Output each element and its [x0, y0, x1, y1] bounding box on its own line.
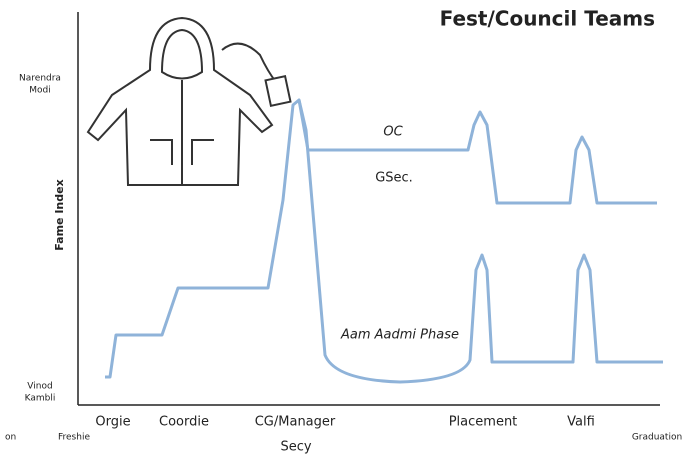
hoodie-icon: [86, 16, 292, 186]
y-bottom-label: Vinod: [27, 382, 52, 392]
fame-curves: [105, 98, 663, 384]
x-stage-label: Placement: [449, 415, 518, 430]
x-stage-label: Orgie: [95, 415, 130, 430]
y-axis-label: Fame Index: [53, 179, 66, 250]
x-stage-label: Valfi: [567, 415, 595, 430]
axes: [77, 12, 660, 406]
x-start-label: Freshie: [58, 433, 90, 443]
x-below-label: Secy: [280, 440, 311, 455]
title: Fest/Council Teams: [440, 7, 655, 31]
x-stage-label: Coordie: [159, 415, 209, 430]
annotation: GSec.: [375, 171, 413, 186]
x-stage-label: CG/Manager: [255, 415, 336, 430]
annotation: Aam Aadmi Phase: [340, 328, 459, 343]
annotation: OC: [383, 125, 403, 140]
y-top-label: Modi: [29, 86, 51, 96]
y-top-label: Narendra: [19, 74, 61, 84]
y-bottom-label: Kambli: [25, 394, 56, 404]
x-end-label: Graduation: [632, 433, 682, 443]
x-cut-label: on: [5, 433, 16, 443]
